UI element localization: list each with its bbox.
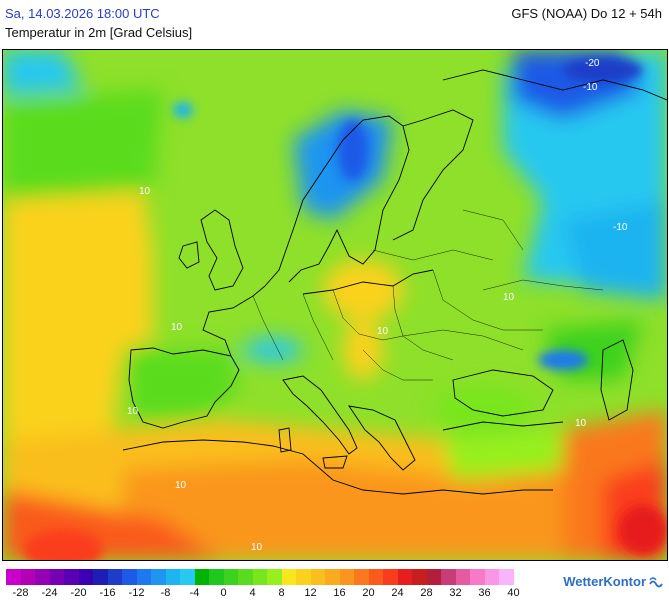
model-run-label: GFS (NOAA) Do 12 + 54h <box>511 6 662 21</box>
color-scale-cell <box>412 569 427 585</box>
coastlines <box>122 69 667 495</box>
isoline-label: 10 <box>175 480 187 491</box>
country-borders <box>252 209 604 381</box>
color-scale-tick: 28 <box>420 587 433 599</box>
isoline-label: 10 <box>139 186 151 197</box>
color-scale-cell <box>354 569 369 585</box>
color-scale-tick: -16 <box>99 587 116 599</box>
color-scale-tick: 24 <box>391 587 404 599</box>
color-scale-cell <box>455 569 470 585</box>
color-scale-tick: -4 <box>189 587 200 599</box>
color-scale-cell <box>6 569 21 585</box>
color-scale-cell <box>20 569 35 585</box>
color-scale-tick: -24 <box>41 587 58 599</box>
color-scale-tick: -20 <box>70 587 87 599</box>
color-scale-cell <box>499 569 514 585</box>
color-scale-cell <box>281 569 296 585</box>
temperature-field-detail <box>23 58 667 560</box>
color-scale-tick: 40 <box>507 587 520 599</box>
color-scale-cell <box>252 569 267 585</box>
forecast-datetime: Sa, 14.03.2026 18:00 UTC <box>5 6 160 21</box>
color-scale-cell <box>136 569 151 585</box>
temperature-map-canvas: -20 -10 -10 10 10 10 10 10 10 10 10 <box>3 50 667 560</box>
brand-logo[interactable]: WetterKontor <box>563 574 663 589</box>
color-scale-cell <box>64 569 79 585</box>
color-scale-cell <box>368 569 383 585</box>
isoline-label: 10 <box>171 322 183 333</box>
isoline-label: -10 <box>613 222 628 233</box>
color-scale-tick: 4 <box>249 587 256 599</box>
parameter-title: Temperatur in 2m [Grad Celsius] <box>5 25 193 40</box>
isoline-label: -10 <box>583 82 598 93</box>
color-scale-tick: 8 <box>278 587 285 599</box>
color-scale-cell <box>310 569 325 585</box>
color-scale-tick: 20 <box>362 587 375 599</box>
temperature-map[interactable]: -20 -10 -10 10 10 10 10 10 10 10 10 <box>2 49 668 561</box>
color-scale-cell <box>209 569 224 585</box>
color-scale-tick: -12 <box>128 587 145 599</box>
color-scale-cell <box>165 569 180 585</box>
color-scale-cell <box>397 569 412 585</box>
color-scale-tick: -8 <box>160 587 171 599</box>
color-scale-cell <box>339 569 354 585</box>
color-scale-tick: -28 <box>12 587 29 599</box>
color-scale-cell <box>49 569 64 585</box>
isoline-label: 10 <box>575 418 587 429</box>
color-scale-ticks: -28 -24 -20 -16 -12 -8 -4 0 4 8 12 16 20 24 28 32 36 40 <box>0 587 560 601</box>
temperature-field <box>3 50 667 560</box>
isoline-label: 10 <box>377 326 389 337</box>
color-scale-cell <box>470 569 485 585</box>
wave-logo-icon <box>649 576 663 587</box>
color-scale-tick: 0 <box>220 587 227 599</box>
color-scale-cell <box>296 569 311 585</box>
color-scale-cell <box>180 569 195 585</box>
color-scale-tick: 32 <box>449 587 462 599</box>
color-scale-tick: 36 <box>478 587 491 599</box>
isoline-label: 10 <box>127 406 139 417</box>
color-scale-bar <box>6 569 514 585</box>
color-scale-cell <box>441 569 456 585</box>
color-scale-cell <box>93 569 108 585</box>
color-scale-cell <box>223 569 238 585</box>
color-scale-cell <box>383 569 398 585</box>
color-scale-cell <box>194 569 209 585</box>
brand-name: WetterKontor <box>563 574 646 589</box>
color-scale-cell <box>35 569 50 585</box>
isoline-labels: -20 -10 -10 10 10 10 10 10 10 10 10 <box>127 58 628 553</box>
color-scale-cell <box>78 569 93 585</box>
color-scale-cell <box>151 569 166 585</box>
color-scale-cell <box>484 569 499 585</box>
isoline-label: 10 <box>251 542 263 553</box>
color-scale-cell <box>107 569 122 585</box>
color-scale-tick: 12 <box>304 587 317 599</box>
color-scale-cell <box>267 569 282 585</box>
color-scale-cell <box>325 569 340 585</box>
color-scale-cell <box>122 569 137 585</box>
color-scale-cell <box>238 569 253 585</box>
color-scale-cell <box>426 569 441 585</box>
isoline-label: -20 <box>585 58 600 69</box>
color-scale-tick: 16 <box>333 587 346 599</box>
isoline-label: 10 <box>503 292 515 303</box>
